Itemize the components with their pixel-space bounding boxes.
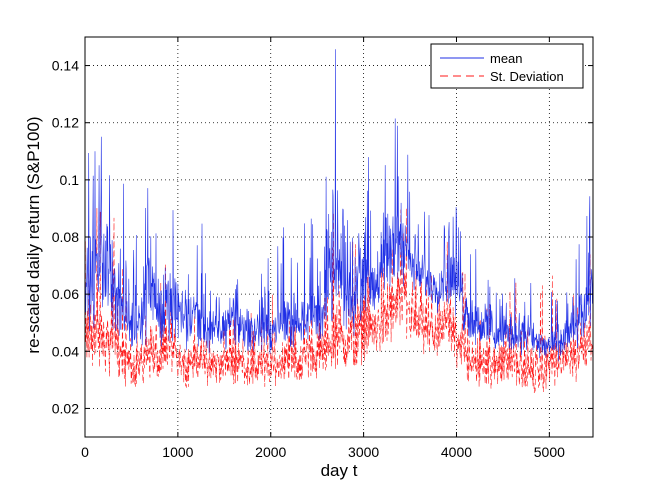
x-tick-label: 0 <box>81 444 89 460</box>
x-tick-label: 1000 <box>162 444 193 460</box>
series-line-mean <box>85 49 593 362</box>
y-axis-label: re-scaled daily return (S&P100) <box>24 116 43 353</box>
y-tick-label: 0.06 <box>52 286 79 302</box>
legend-mean-label: mean <box>490 51 523 66</box>
y-tick-label: 0.04 <box>52 343 79 359</box>
series-line-st-deviation <box>85 207 593 394</box>
x-axis-label: day t <box>321 461 358 480</box>
y-tick-label: 0.12 <box>52 115 79 131</box>
x-tick-label: 3000 <box>348 444 379 460</box>
y-tick-label: 0.02 <box>52 400 79 416</box>
series-layer <box>85 49 593 394</box>
y-tick-label: 0.08 <box>52 229 79 245</box>
x-tick-label: 5000 <box>534 444 565 460</box>
legend: mean St. Deviation <box>430 43 584 89</box>
legend-stdev-label: St. Deviation <box>490 69 564 84</box>
legend-box <box>430 43 584 89</box>
y-tick-label: 0.14 <box>52 58 79 74</box>
x-tick-label: 2000 <box>255 444 286 460</box>
ticks: 0 1000 2000 3000 4000 5000 0.02 0.04 0.06 0.08 0.1… <box>52 37 593 460</box>
x-tick-label: 4000 <box>441 444 472 460</box>
y-tick-label: 0.1 <box>60 172 80 188</box>
